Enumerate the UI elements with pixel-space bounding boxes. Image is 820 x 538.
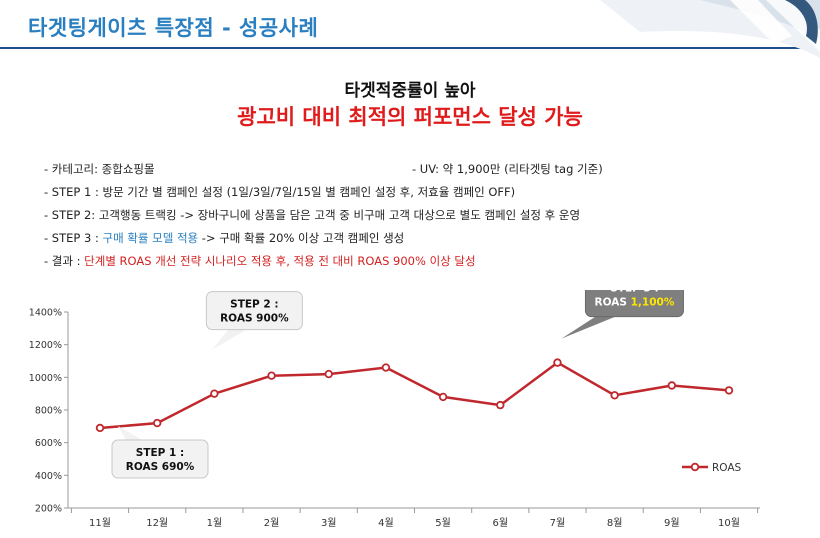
roas-data-point <box>381 363 391 372</box>
chart-y-tick-label: 600% <box>35 438 62 449</box>
roas-data-point <box>152 418 162 428</box>
roas-data-point <box>95 423 105 433</box>
chart-x-tick-label: 11월 <box>89 517 111 529</box>
chart-x-tick-label: 2월 <box>264 517 280 529</box>
slide-title: 타겟팅게이츠 특장점 - 성공사례 <box>28 16 319 40</box>
callout-highlight-value: 1,100% <box>631 297 675 309</box>
chart-x-tick-label: 8월 <box>607 517 623 529</box>
roas-data-point <box>324 369 333 379</box>
bullet-result-text: 단계별 ROAS 개선 전략 시나리오 적용 후, 적용 전 대비 ROAS 9… <box>84 254 476 268</box>
chart-x-tick-label: 5월 <box>435 517 451 529</box>
headline-secondary: 광고비 대비 최적의 퍼포먼스 달성 가능 <box>237 105 583 129</box>
callout-line2: ROAS 1,100% <box>595 297 675 309</box>
chart-x-tick-label: 1월 <box>207 517 223 529</box>
roas-data-point <box>610 391 619 400</box>
callout-tail <box>561 316 616 339</box>
roas-data-point <box>724 386 734 395</box>
chart-x-tick-label: 10월 <box>718 517 740 529</box>
chart-y-tick-label: 200% <box>35 504 62 515</box>
roas-data-point <box>438 392 448 402</box>
chart-x-tick-label: 12월 <box>146 517 168 529</box>
roas-series-line <box>99 361 730 430</box>
bullet-step1: - STEP 1 : 방문 기간 별 캠페인 설정 (1일/3일/7일/15일 … <box>44 185 516 199</box>
callout-box <box>584 290 684 318</box>
callout-tail <box>212 329 247 350</box>
chart-y-tick-label: 1200% <box>29 340 62 351</box>
chart-y-tick-label: 1400% <box>29 308 62 319</box>
bullet-result: - 결과 : 단계별 ROAS 개선 전략 시나리오 적용 후, 적용 전 대비… <box>44 252 804 275</box>
roas-data-point <box>267 371 276 380</box>
chart-y-tick-label: 400% <box>35 471 62 482</box>
callout-line1: STEP 2 : <box>230 299 278 311</box>
callout-line2-text: ROAS <box>595 297 631 309</box>
chart-x-tick-label: 6월 <box>492 517 508 529</box>
roas-data-point <box>496 400 505 410</box>
title-divider <box>0 47 820 49</box>
bullet-category-row: - 카테고리: 종합쇼핑몰 - UV: 약 1,900만 (리타겟팅 tag 기… <box>44 160 804 183</box>
roas-data-point <box>667 381 677 390</box>
roas-data-point <box>210 389 219 398</box>
callout-box <box>205 291 303 331</box>
chart-y-tick-label: 1000% <box>29 373 62 384</box>
bullet-step2: - STEP 2: 고객행동 트랙킹 -> 장바구니에 상품을 담은 고객 중 … <box>44 208 581 222</box>
chart-x-tick-label: 3월 <box>321 517 337 529</box>
callout-line2-text: ROAS 900% <box>220 313 289 325</box>
legend-swatch-marker <box>690 462 700 472</box>
bullet-step3-highlight: 구매 확률 모델 적용 <box>102 231 199 245</box>
chart-x-tick-label: 4월 <box>378 517 394 529</box>
roas-line-chart: 200% 400% 600% 800% 1000% 1200% 1400% 11월 12월 1월 2… <box>29 290 760 529</box>
chart-x-tick-label: 7월 <box>550 517 566 529</box>
callout-box <box>111 439 209 479</box>
bullet-category: - 카테고리: 종합쇼핑몰 <box>44 162 155 176</box>
title-bar: 타겟팅게이츠 특장점 - 성공사례 <box>0 0 820 49</box>
legend-label: ROAS <box>712 462 742 474</box>
case-details: - 카테고리: 종합쇼핑몰 - UV: 약 1,900만 (리타겟팅 tag 기… <box>44 160 804 275</box>
callout-line2: ROAS 900% <box>220 313 289 325</box>
chart-y-tick-label: 800% <box>35 406 62 417</box>
bullet-result-prefix: - 결과 : <box>44 254 85 268</box>
bullet-step3-prefix: - STEP 3 : <box>44 231 103 245</box>
bullet-step3: - STEP 3 : 구매 확률 모델 적용 -> 구매 확률 20% 이상 고… <box>44 229 804 252</box>
chart-x-tick-label: 9월 <box>664 517 680 529</box>
headline-primary: 타겟적중률이 높아 <box>344 81 476 101</box>
callout-line2: ROAS 690% <box>126 461 195 473</box>
roas-data-point <box>553 358 562 367</box>
callout-line2-text: ROAS 690% <box>126 461 195 473</box>
bullet-step3-suffix: -> 구매 확률 20% 이상 고객 캠페인 생성 <box>198 231 405 245</box>
bullet-uv: - UV: 약 1,900만 (리타겟팅 tag 기준) <box>412 162 603 176</box>
callout-line1: STEP 1 : <box>136 447 184 459</box>
callout-tail <box>118 425 142 440</box>
brand-logo-graphic <box>600 0 820 58</box>
callout-line1: STEP 3 : <box>610 290 658 295</box>
